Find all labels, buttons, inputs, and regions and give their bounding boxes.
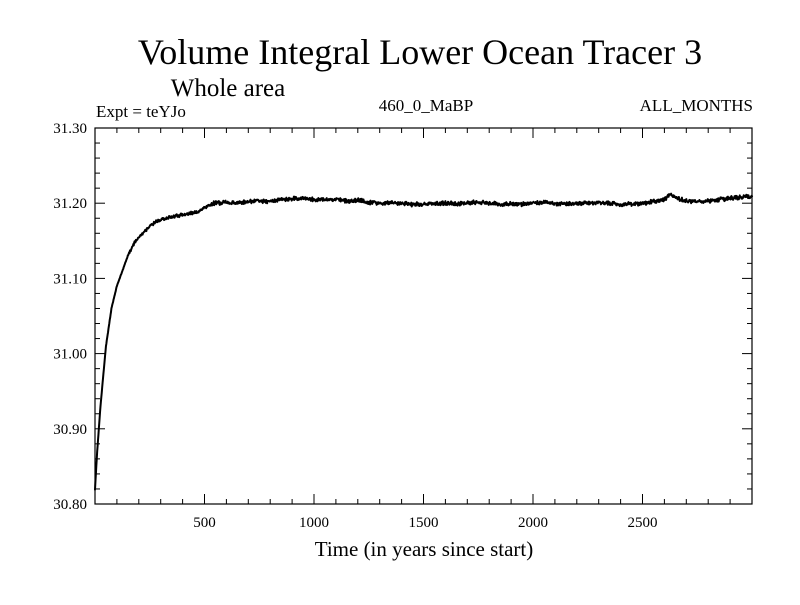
y-tick-label: 31.30 xyxy=(53,121,87,137)
x-tick-label: 1000 xyxy=(299,515,329,531)
experiment-label: Expt = teYJo xyxy=(96,102,186,121)
x-axis-label: Time (in years since start) xyxy=(315,537,534,561)
series-layer xyxy=(94,192,753,491)
x-tick-label: 2000 xyxy=(518,515,548,531)
x-tick-label: 1500 xyxy=(409,515,439,531)
period-label: 460_0_MaBP xyxy=(379,96,473,115)
y-tick-label: 31.10 xyxy=(53,271,87,287)
series-line xyxy=(94,192,753,491)
y-tick-label: 30.90 xyxy=(53,422,87,438)
chart-title: Volume Integral Lower Ocean Tracer 3 xyxy=(138,32,702,72)
ticks-layer xyxy=(95,128,752,504)
season-label: ALL_MONTHS xyxy=(640,96,753,115)
tick-labels-layer: 500 1000 1500 2000 2500 30.80 30.90 31.00 31.10 3… xyxy=(53,121,657,531)
x-tick-label: 2500 xyxy=(628,515,658,531)
y-tick-label: 30.80 xyxy=(53,497,87,513)
y-tick-label: 31.20 xyxy=(53,196,87,212)
plot-frame xyxy=(94,127,753,505)
x-tick-label: 500 xyxy=(193,515,216,531)
y-tick-label: 31.00 xyxy=(53,347,87,363)
chart-subtitle: Whole area xyxy=(171,75,286,102)
